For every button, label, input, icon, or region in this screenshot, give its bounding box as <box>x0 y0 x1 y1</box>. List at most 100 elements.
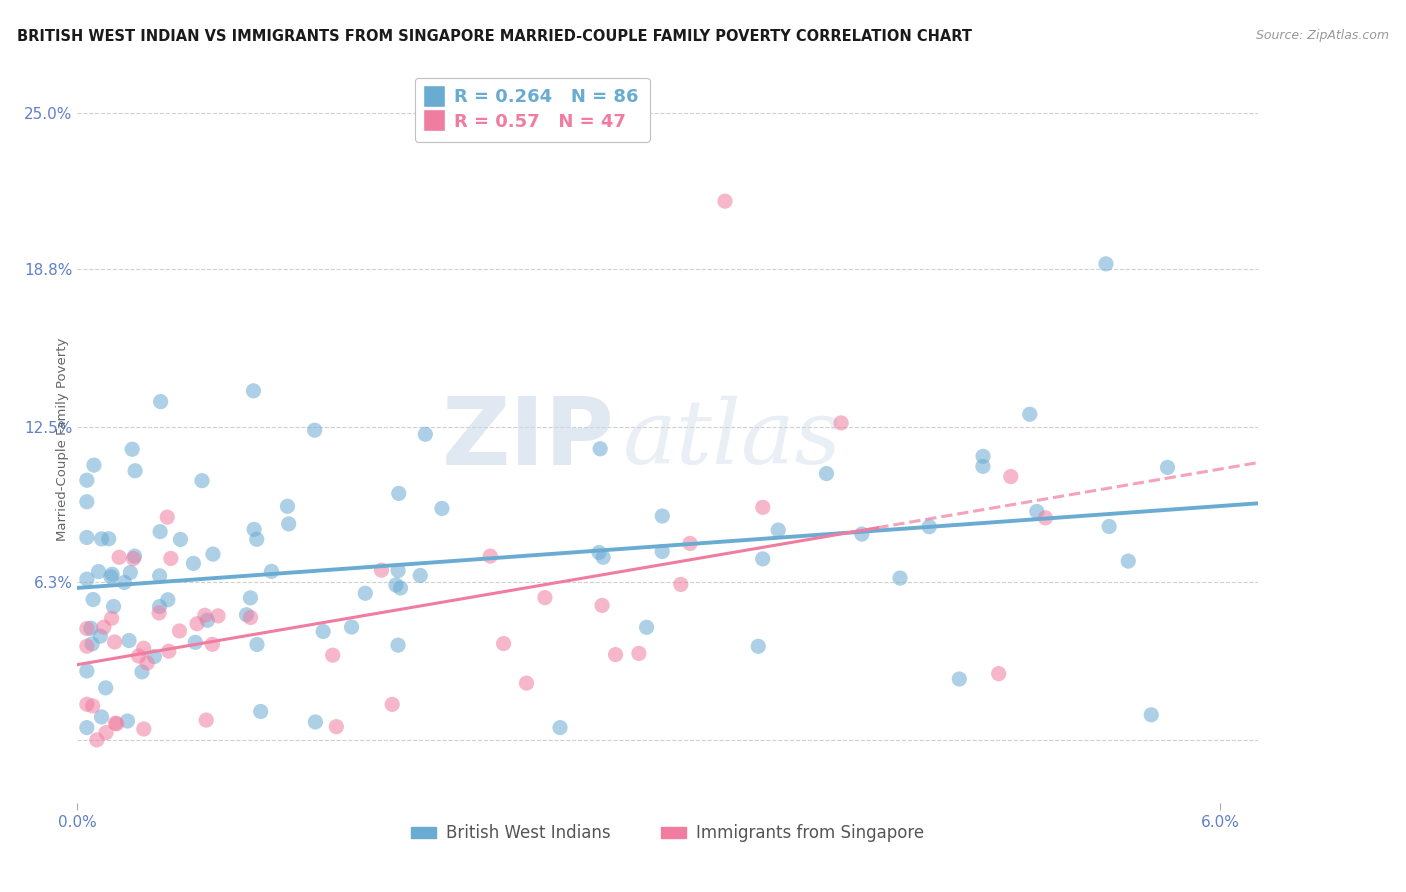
Point <box>76 698 98 712</box>
Point <box>160 551 183 566</box>
Point <box>413 427 436 442</box>
Point <box>651 509 673 524</box>
Text: Source: ZipAtlas.com: Source: ZipAtlas.com <box>1256 29 1389 42</box>
Point <box>679 536 702 550</box>
Point <box>246 637 269 651</box>
Point <box>304 714 326 729</box>
Point <box>409 568 432 582</box>
Point <box>148 599 170 614</box>
Point <box>751 552 773 566</box>
Point <box>104 635 127 649</box>
Point <box>143 649 166 664</box>
Point <box>948 672 970 686</box>
Point <box>260 565 283 579</box>
Point <box>201 547 224 561</box>
Point <box>86 733 108 747</box>
Point <box>591 599 613 613</box>
Point <box>851 527 873 541</box>
Point <box>101 567 124 582</box>
Point <box>1156 460 1178 475</box>
Point <box>121 442 143 457</box>
Point <box>94 681 117 695</box>
Point <box>389 581 412 595</box>
Point <box>186 616 208 631</box>
Point <box>534 591 557 605</box>
Point <box>492 636 515 650</box>
Point <box>1095 257 1118 271</box>
Point <box>90 710 112 724</box>
Point <box>82 698 104 713</box>
Point <box>89 629 111 643</box>
Point <box>94 725 117 739</box>
Point <box>889 571 911 585</box>
Point <box>768 523 790 537</box>
Point <box>207 608 229 623</box>
Point <box>243 522 266 536</box>
Point <box>122 551 145 566</box>
Point <box>246 533 269 547</box>
Text: BRITISH WEST INDIAN VS IMMIGRANTS FROM SINGAPORE MARRIED-COUPLE FAMILY POVERTY C: BRITISH WEST INDIAN VS IMMIGRANTS FROM S… <box>17 29 972 44</box>
Point <box>714 194 737 209</box>
Point <box>627 647 650 661</box>
Point <box>131 665 153 679</box>
Point <box>76 622 98 636</box>
Point <box>90 532 112 546</box>
Point <box>156 510 179 524</box>
Point <box>354 586 377 600</box>
Point <box>381 698 404 712</box>
Point <box>157 644 180 658</box>
Point <box>195 713 218 727</box>
Point <box>515 676 537 690</box>
Point <box>194 608 217 623</box>
Point <box>149 569 172 583</box>
Point <box>1000 469 1022 483</box>
Point <box>132 722 155 736</box>
Point <box>385 578 408 592</box>
Point <box>76 473 98 487</box>
Point <box>312 624 335 639</box>
Text: ZIP: ZIP <box>441 393 614 485</box>
Point <box>387 564 409 578</box>
Point <box>100 570 122 584</box>
Point <box>156 592 179 607</box>
Point <box>325 720 347 734</box>
Point <box>370 563 392 577</box>
Point <box>87 565 110 579</box>
Point <box>76 572 98 586</box>
Point <box>276 500 298 514</box>
Point <box>149 394 172 409</box>
Point <box>148 606 170 620</box>
Point <box>169 624 191 638</box>
Point <box>97 532 120 546</box>
Point <box>479 549 502 563</box>
Point <box>239 591 262 605</box>
Point <box>76 664 98 678</box>
Point <box>1116 554 1139 568</box>
Point <box>103 599 125 614</box>
Point <box>149 524 172 539</box>
Point <box>136 656 159 670</box>
Y-axis label: Married-Couple Family Poverty: Married-Couple Family Poverty <box>56 338 69 541</box>
Point <box>184 635 207 649</box>
Point <box>76 494 98 508</box>
Point <box>830 416 852 430</box>
Point <box>105 716 128 731</box>
Point <box>183 557 205 571</box>
Point <box>76 639 98 653</box>
Point <box>93 620 115 634</box>
Point <box>322 648 344 663</box>
Point <box>304 423 326 437</box>
Point <box>128 648 150 663</box>
Point <box>235 607 257 622</box>
Point <box>1140 707 1163 722</box>
Point <box>108 550 131 565</box>
Point <box>242 384 264 398</box>
Point <box>117 714 139 728</box>
Point <box>651 544 673 558</box>
Point <box>277 516 299 531</box>
Text: atlas: atlas <box>623 396 842 483</box>
Point <box>387 638 409 652</box>
Point <box>636 620 658 634</box>
Point <box>124 549 146 563</box>
Point <box>201 637 224 651</box>
